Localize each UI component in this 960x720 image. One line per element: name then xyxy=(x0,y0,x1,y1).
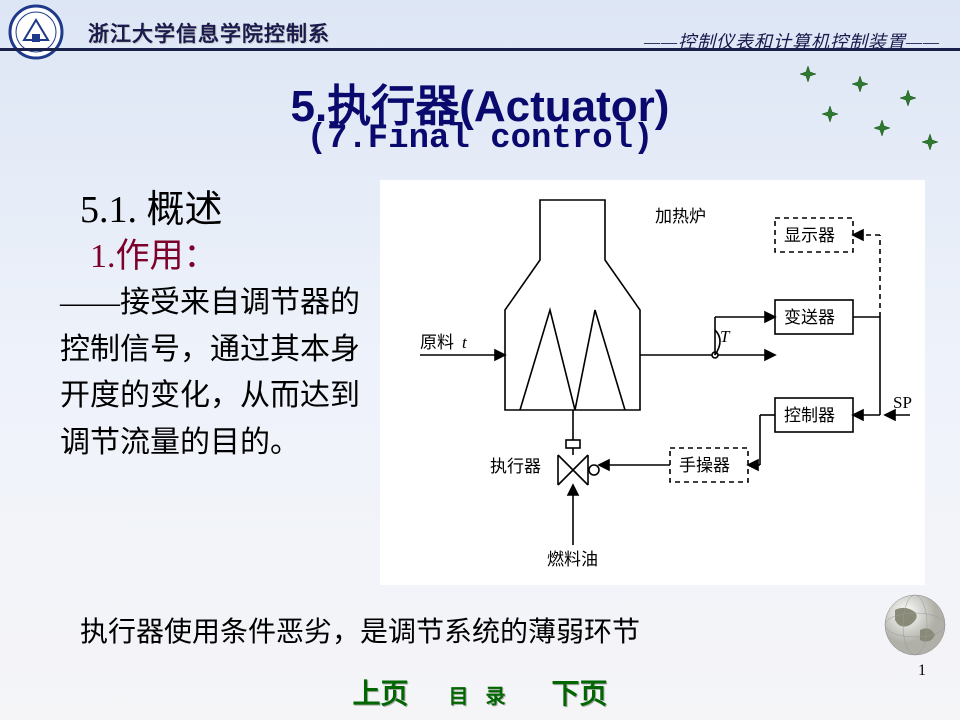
label-transmitter: 变送器 xyxy=(784,308,835,327)
globe-icon xyxy=(880,590,950,660)
header-bar: 浙江大学信息学院控制系 ——控制仪表和计算机控制装置—— xyxy=(0,0,960,60)
label-manual: 手操器 xyxy=(679,456,730,475)
label-display: 显示器 xyxy=(784,226,835,245)
university-logo-icon xyxy=(8,4,64,60)
page-number: 1 xyxy=(918,662,926,680)
label-sp: SP xyxy=(893,393,912,412)
label-controller: 控制器 xyxy=(784,406,835,425)
prev-button[interactable]: 上页 xyxy=(352,679,408,710)
section-heading: 5.1. 概述 xyxy=(80,178,223,233)
label-furnace: 加热炉 xyxy=(655,207,706,226)
label-fuel: 燃料油 xyxy=(547,550,598,569)
footer-note: 执行器使用条件恶劣，是调节系统的薄弱环节 xyxy=(80,610,640,650)
nav-bar: 上页 目 录 下页 xyxy=(0,672,960,712)
label-feed: 原料 xyxy=(420,333,454,352)
process-diagram: 加热炉 原料 t T 变送器 显示器 控制器 xyxy=(380,180,925,585)
next-button[interactable]: 下页 xyxy=(552,679,608,710)
body-paragraph: ——接受来自调节器的控制信号，通过其本身开度的变化，从而达到调节流量的目的。 xyxy=(60,280,360,466)
slide-subtitle: (7.Final control) xyxy=(0,120,960,158)
label-actuator: 执行器 xyxy=(490,457,541,476)
label-T: T xyxy=(720,327,731,346)
header-divider xyxy=(0,48,960,51)
toc-button[interactable]: 目 录 xyxy=(449,686,512,708)
department-label: 浙江大学信息学院控制系 xyxy=(88,18,330,48)
subsection-heading: 1.作用： xyxy=(90,228,218,277)
